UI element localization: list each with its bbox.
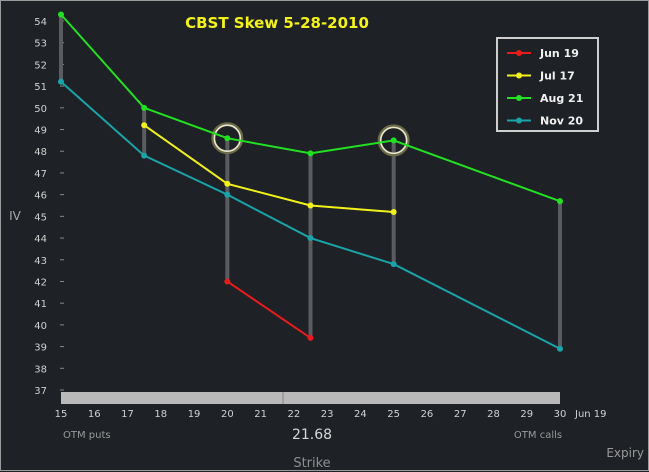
x-tick-label: 21	[254, 409, 267, 420]
y-axis-label: IV	[9, 209, 22, 223]
data-point	[307, 334, 314, 341]
y-tick-label: 49	[34, 126, 47, 137]
data-point	[390, 209, 397, 216]
term-spread-bars	[59, 14, 562, 349]
otm-calls-label: OTM calls	[514, 430, 562, 441]
y-tick-label: 46	[34, 191, 47, 202]
y-tick-label: 44	[34, 234, 47, 245]
x-tick-label: 29	[520, 409, 533, 420]
legend-swatch-point	[516, 95, 522, 101]
data-point	[141, 152, 148, 159]
x-tick-label: 19	[188, 409, 201, 420]
data-point	[307, 202, 314, 209]
series-line	[60, 81, 561, 350]
data-point	[224, 180, 231, 187]
series-line	[60, 13, 561, 203]
data-point	[224, 135, 231, 142]
y-tick-label: 52	[34, 60, 47, 71]
x-extra-label: Jun 19	[574, 409, 607, 420]
data-point	[224, 278, 231, 285]
legend-box	[496, 37, 599, 132]
legend-swatch-point	[516, 72, 522, 79]
y-tick-label: 42	[34, 277, 47, 288]
x-tick-label: 15	[55, 409, 68, 420]
y-tick-label: 37	[34, 386, 47, 397]
y-tick-label: 51	[34, 82, 47, 93]
otm-puts-label: OTM puts	[63, 430, 111, 441]
y-tick-label: 41	[34, 299, 47, 310]
highlight-circle-glow	[377, 124, 410, 157]
legend-swatch-point	[516, 117, 522, 124]
y-tick-label: 54	[34, 17, 47, 28]
x-tick-label: 30	[554, 409, 567, 420]
x-tick-label: 17	[121, 409, 134, 420]
x-axis-label: Strike	[293, 456, 330, 471]
y-tick-label: 39	[34, 343, 47, 354]
expiry-label: Expiry	[606, 446, 644, 460]
legend-label: Aug 21	[540, 92, 583, 105]
legend-label: Nov 20	[540, 115, 583, 128]
series-line	[143, 124, 394, 214]
data-point	[307, 150, 314, 157]
x-tick-label: 16	[88, 409, 101, 420]
y-tick-label: 40	[34, 321, 47, 332]
x-tick-label: 25	[387, 409, 400, 420]
data-point	[390, 261, 397, 268]
legend-swatch-point	[516, 50, 522, 56]
data-point	[141, 122, 148, 129]
x-tick-label: 18	[154, 409, 167, 420]
x-tick-label: 23	[321, 409, 334, 420]
x-tick-label: 27	[454, 409, 467, 420]
y-tick-label: 53	[34, 39, 47, 50]
x-tick-label: 24	[354, 409, 367, 420]
y-tick-label: 47	[34, 169, 47, 180]
x-axis-ticks: 15 16 17 18 19 20 21 22 23 24 25 26 27 28 29 30	[55, 409, 567, 420]
y-tick-label: 38	[34, 364, 47, 375]
y-tick-label: 45	[34, 212, 47, 223]
x-tick-label: 28	[487, 409, 500, 420]
legend[interactable]: Jun 19 Jul 17 Aug 21 Nov 20	[496, 37, 599, 132]
legend-label: Jul 17	[539, 70, 575, 83]
legend-label: Jun 19	[539, 47, 579, 60]
data-point	[224, 191, 231, 198]
y-tick-label: 43	[34, 256, 47, 267]
stock-price-label: 21.68	[292, 427, 332, 443]
data-point	[390, 137, 397, 144]
data-point	[557, 345, 563, 352]
data-point	[58, 78, 64, 85]
data-point	[307, 235, 314, 242]
series-points	[58, 11, 563, 352]
strike-scroll-bar[interactable]	[61, 392, 560, 404]
x-tick-label: 22	[287, 409, 300, 420]
y-tick-label: 50	[34, 104, 47, 115]
highlight-circles	[211, 122, 410, 157]
highlight-circle-glow	[211, 122, 244, 155]
legend-items: Jun 19 Jul 17 Aug 21 Nov 20	[507, 47, 583, 128]
x-tick-label: 20	[221, 409, 234, 420]
data-point	[557, 198, 563, 205]
data-point	[141, 104, 148, 111]
series-line	[226, 280, 312, 339]
y-tick-label: 48	[34, 147, 47, 158]
chart-title: CBST Skew 5-28-2010	[185, 14, 369, 32]
highlight-circle	[379, 126, 408, 155]
highlight-circle	[213, 124, 242, 153]
data-point	[58, 11, 64, 18]
series-lines	[60, 13, 561, 350]
x-tick-label: 26	[421, 409, 434, 420]
